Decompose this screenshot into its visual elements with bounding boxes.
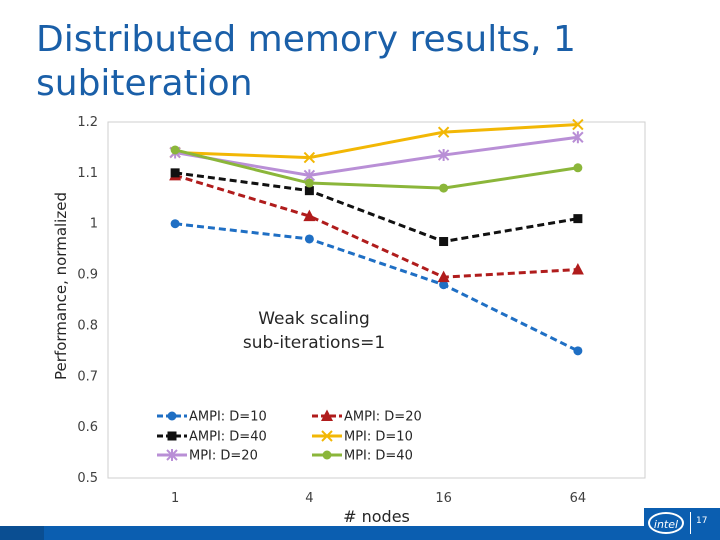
y-tick-label: 1.1: [77, 166, 98, 181]
data-point-series-1: [439, 280, 449, 290]
legend-label: AMPI: D=10: [189, 410, 267, 425]
data-point-series-2: [303, 209, 316, 222]
data-point-series-1: [170, 219, 180, 229]
legend-label: AMPI: D=20: [344, 410, 422, 425]
data-point-series-3: [573, 214, 583, 224]
data-point-series-1: [304, 234, 314, 244]
data-point-series-3: [170, 168, 180, 178]
x-tick-label: 1: [171, 491, 179, 506]
legend-swatch-marker: [167, 431, 177, 441]
footer-bar-accent: [0, 526, 44, 540]
data-point-series-5: [437, 149, 450, 162]
legend-label: MPI: D=10: [344, 430, 413, 445]
legend-swatch-marker: [166, 449, 178, 461]
intel-logo: intel: [648, 512, 684, 534]
x-tick-label: 16: [435, 491, 452, 506]
legend-label: MPI: D=20: [189, 449, 258, 464]
series-line-2: [174, 173, 578, 279]
data-point-series-4: [437, 126, 450, 138]
data-point-series-4: [303, 151, 316, 164]
data-point-series-5: [572, 131, 584, 144]
series-line-4: [175, 123, 578, 160]
data-point-series-4: [572, 118, 584, 131]
legend-label: AMPI: D=40: [189, 430, 267, 445]
chart-annotation: sub-iterations=1: [243, 333, 385, 353]
y-tick-label: 0.8: [77, 318, 98, 333]
y-tick-label: 0.6: [77, 420, 98, 435]
data-point-series-6: [170, 145, 180, 155]
data-point-series-6: [439, 183, 449, 193]
y-tick-label: 1: [90, 217, 98, 232]
data-point-series-1: [573, 346, 583, 356]
page-number: 17: [696, 516, 708, 526]
series-line-5: [174, 135, 579, 177]
x-axis-title: # nodes: [343, 507, 410, 526]
y-tick-label: 0.5: [77, 471, 98, 486]
series-line-1: [174, 222, 579, 353]
series-line-6: [174, 148, 579, 190]
y-tick-label: 0.7: [77, 369, 98, 384]
legend-label: MPI: D=40: [344, 449, 413, 464]
data-point-series-2: [571, 262, 584, 275]
data-point-series-2: [437, 270, 450, 283]
series-line-3: [174, 171, 579, 244]
legend-swatch-marker: [321, 430, 333, 442]
x-tick-label: 4: [305, 491, 313, 506]
slide-title: Distributed memory results, 1 subiterati…: [36, 19, 576, 104]
y-tick-label: 0.9: [77, 268, 98, 283]
footer-bar: [0, 526, 720, 540]
plot-area-frame: [107, 121, 646, 479]
data-point-series-6: [304, 178, 314, 188]
data-point-series-6: [573, 163, 583, 173]
data-point-series-3: [304, 186, 314, 196]
y-tick-label: 1.2: [77, 115, 98, 130]
chart-annotation: Weak scaling: [258, 309, 370, 329]
x-tick-label: 64: [570, 491, 587, 506]
legend-swatch-marker: [321, 409, 333, 421]
y-axis-title: Performance, normalized: [52, 192, 70, 380]
data-point-series-3: [439, 237, 449, 247]
legend-swatch-marker: [167, 411, 177, 421]
logo-separator: [690, 512, 691, 534]
legend-swatch-marker: [322, 450, 332, 460]
